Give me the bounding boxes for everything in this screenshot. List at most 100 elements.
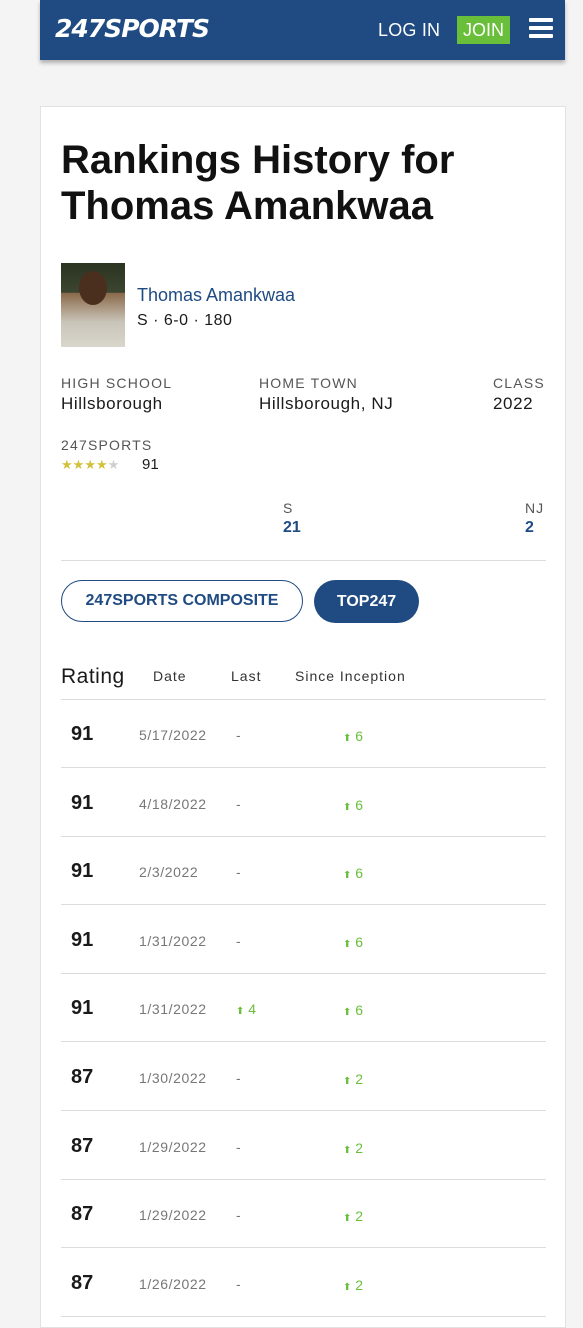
hamburger-menu-icon[interactable] <box>529 18 553 40</box>
join-button[interactable]: JOIN <box>457 16 510 44</box>
row-rating: 91 <box>71 791 94 814</box>
site-header: 247SPORTS LOG IN JOIN <box>40 0 565 60</box>
row-date: 1/29/2022 <box>139 1138 207 1155</box>
row-divider <box>61 1178 546 1180</box>
row-divider <box>61 1041 546 1043</box>
row-last-change: - <box>236 1207 241 1224</box>
table-row: 87 1/29/2022 - ⬆ 2 <box>61 1180 546 1249</box>
table-row: 91 4/18/2022 - ⬆ 6 <box>61 769 546 837</box>
row-date: 1/31/2022 <box>139 1001 207 1018</box>
table-header-divider <box>61 699 546 700</box>
row-divider <box>61 835 546 837</box>
high-school-label: HIGH SCHOOL <box>61 375 173 391</box>
row-rating: 91 <box>71 860 94 883</box>
row-since-inception: ⬆ 2 <box>343 1208 364 1225</box>
up-arrow-icon: ⬆ <box>343 733 352 744</box>
star-icon: ★ <box>107 457 120 472</box>
rating-source-label: 247SPORTS <box>61 437 153 453</box>
up-arrow-icon: ⬆ <box>343 1281 352 1293</box>
row-last-change: - <box>236 932 241 949</box>
up-arrow-icon: ⬆ <box>343 801 352 813</box>
row-date: 4/18/2022 <box>139 795 207 812</box>
row-last-change: - <box>236 1275 241 1292</box>
row-divider <box>61 1315 546 1317</box>
row-rating: 87 <box>71 1203 94 1226</box>
star-rating: ★★★★★ <box>61 457 119 473</box>
column-header-date: Date <box>153 668 187 684</box>
row-last-change: - <box>236 795 241 812</box>
table-row: 91 1/31/2022 - ⬆ 6 <box>61 906 546 974</box>
up-arrow-icon: ⬆ <box>343 938 352 950</box>
class-value: 2022 <box>493 394 534 413</box>
row-rating: 87 <box>71 1066 94 1088</box>
row-date: 1/30/2022 <box>139 1070 207 1086</box>
tab-247sports-composite[interactable]: 247SPORTS COMPOSITE <box>61 580 303 622</box>
row-date: 1/29/2022 <box>139 1207 207 1224</box>
up-arrow-icon: ⬆ <box>343 1213 352 1225</box>
row-since-inception: ⬆ 6 <box>343 728 364 744</box>
table-row: 87 1/30/2022 - ⬆ 2 <box>61 1043 546 1111</box>
row-since-inception: ⬆ 6 <box>343 933 364 950</box>
row-last-change: - <box>236 1138 241 1155</box>
row-date: 2/3/2022 <box>139 864 199 881</box>
row-last-change: - <box>236 1070 241 1086</box>
state-rank-value[interactable]: 2 <box>525 519 534 536</box>
tab-top247[interactable]: TOP247 <box>314 580 419 623</box>
row-since-inception: ⬆ 2 <box>343 1139 364 1156</box>
row-date: 5/17/2022 <box>139 727 207 743</box>
table-row: 91 1/31/2022 ⬆ 4 ⬆ 6 <box>61 974 546 1043</box>
up-arrow-icon: ⬆ <box>343 1076 352 1087</box>
table-row: 87 1/26/2022 - ⬆ 2 <box>61 1249 546 1317</box>
position-rank-label: S <box>283 500 294 516</box>
home-town-label: HOME TOWN <box>259 375 358 391</box>
row-since-inception: ⬆ 6 <box>343 1002 364 1019</box>
row-rating: 87 <box>71 1134 94 1157</box>
rankings-card: Rankings History for Thomas Amankwaa Tho… <box>40 106 566 1328</box>
row-last-change: - <box>236 727 241 743</box>
divider <box>61 560 546 561</box>
position-rank-value[interactable]: 21 <box>283 519 301 536</box>
site-logo[interactable]: 247SPORTS <box>55 14 210 43</box>
high-school-value: Hillsborough <box>61 394 163 413</box>
column-header-since-inception: Since Inception <box>295 668 406 684</box>
up-arrow-icon: ⬆ <box>343 870 352 882</box>
star-icon: ★ <box>84 457 96 472</box>
player-meta: S · 6-0 · 180 <box>137 312 233 329</box>
class-label: CLASS <box>493 375 545 391</box>
row-rating: 91 <box>71 928 94 951</box>
table-row: 87 1/29/2022 - ⬆ 2 <box>61 1112 546 1180</box>
row-since-inception: ⬆ 2 <box>343 1276 364 1293</box>
row-divider <box>61 972 546 974</box>
column-header-last: Last <box>231 668 262 684</box>
table-row: 91 2/3/2022 - ⬆ 6 <box>61 837 546 906</box>
column-header-rating: Rating <box>61 665 125 688</box>
row-since-inception: ⬆ 6 <box>343 796 364 813</box>
row-divider <box>61 767 546 768</box>
login-link[interactable]: LOG IN <box>378 20 441 40</box>
player-photo[interactable] <box>61 263 125 347</box>
row-last-change: ⬆ 4 <box>236 1001 257 1018</box>
row-rating: 87 <box>71 1271 94 1294</box>
up-arrow-icon: ⬆ <box>343 1007 352 1019</box>
state-rank-label: NJ <box>525 500 545 516</box>
row-rating: 91 <box>71 997 94 1020</box>
row-divider <box>61 1247 546 1249</box>
up-arrow-icon: ⬆ <box>236 1006 245 1018</box>
row-since-inception: ⬆ 6 <box>343 865 364 882</box>
row-rating: 91 <box>71 723 94 745</box>
star-icon: ★ <box>72 457 85 472</box>
star-icon: ★ <box>61 457 73 472</box>
player-name-link[interactable]: Thomas Amankwaa <box>137 285 296 305</box>
page-title: Rankings History for Thomas Amankwaa <box>61 138 455 228</box>
table-row: 91 5/17/2022 - ⬆ 6 <box>61 700 546 768</box>
row-last-change: - <box>236 864 241 881</box>
row-divider <box>61 1110 546 1111</box>
row-divider <box>61 904 546 906</box>
rating-value: 91 <box>142 456 159 473</box>
row-date: 1/31/2022 <box>139 932 207 949</box>
row-date: 1/26/2022 <box>139 1275 207 1292</box>
home-town-value: Hillsborough, NJ <box>259 394 394 413</box>
star-icon: ★ <box>95 457 108 472</box>
up-arrow-icon: ⬆ <box>343 1144 352 1156</box>
row-since-inception: ⬆ 2 <box>343 1071 364 1087</box>
